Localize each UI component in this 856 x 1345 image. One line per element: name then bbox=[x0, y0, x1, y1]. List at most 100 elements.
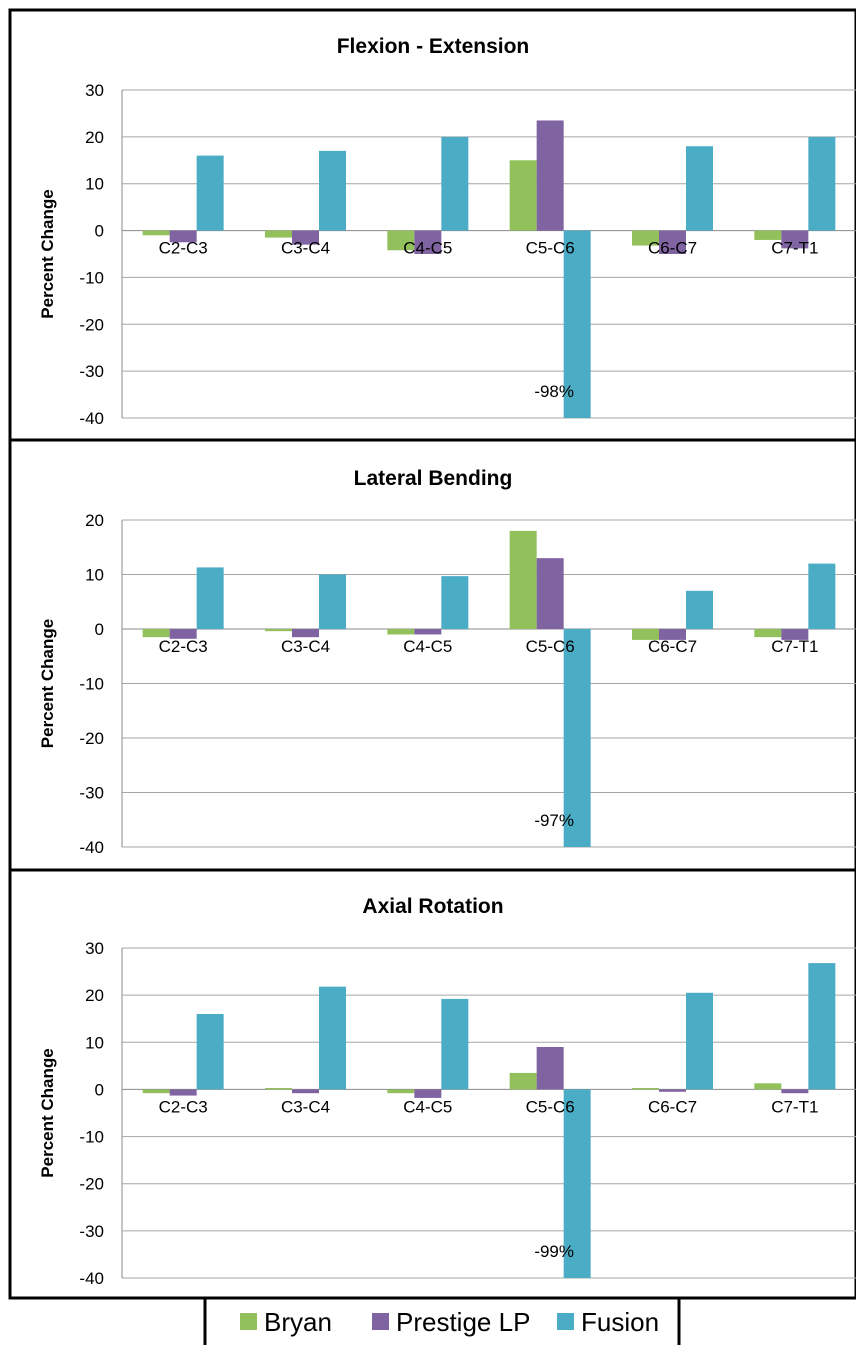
category-label: C3-C4 bbox=[281, 1097, 330, 1116]
category-label: C4-C5 bbox=[403, 239, 452, 258]
bar-prestige-lp-c7-t1 bbox=[781, 629, 809, 640]
bar-bryan-c6-c7 bbox=[632, 1088, 659, 1090]
category-label: C5-C6 bbox=[526, 239, 575, 258]
bar-bryan-c5-c6 bbox=[509, 160, 537, 231]
y-tick-label: -20 bbox=[79, 1175, 104, 1194]
legend-swatch-fusion bbox=[557, 1313, 574, 1330]
bar-prestige-lp-c7-t1 bbox=[781, 230, 809, 249]
y-tick-label: 10 bbox=[85, 1033, 104, 1052]
legend-swatch-prestige-lp bbox=[372, 1313, 389, 1330]
bar-prestige-lp-c6-c7 bbox=[659, 230, 686, 254]
bar-bryan-c7-t1 bbox=[754, 230, 782, 240]
data-annotation: -99% bbox=[534, 1242, 574, 1261]
bar-prestige-lp-c5-c6 bbox=[536, 120, 564, 231]
bar-fusion-c6-c7 bbox=[686, 590, 713, 629]
y-tick-label: 10 bbox=[85, 566, 104, 585]
bar-fusion-c5-c6 bbox=[563, 230, 591, 418]
y-tick-label: 0 bbox=[95, 222, 104, 241]
y-tick-label: 30 bbox=[85, 81, 104, 100]
bar-prestige-lp-c3-c4 bbox=[292, 1089, 319, 1094]
bar-prestige-lp-c2-c3 bbox=[169, 629, 197, 639]
bar-fusion-c4-c5 bbox=[441, 998, 469, 1090]
category-label: C6-C7 bbox=[648, 239, 697, 258]
legend-label: Bryan bbox=[264, 1307, 332, 1337]
bar-fusion-c6-c7 bbox=[686, 146, 713, 231]
bar-bryan-c7-t1 bbox=[754, 629, 782, 638]
category-label: C3-C4 bbox=[281, 239, 330, 258]
bar-bryan-c5-c6 bbox=[509, 1072, 537, 1090]
bar-bryan-c2-c3 bbox=[142, 230, 170, 236]
chart-title: Flexion - Extension bbox=[337, 35, 530, 58]
category-label: C2-C3 bbox=[159, 637, 208, 656]
bar-bryan-c4-c5 bbox=[387, 230, 415, 251]
y-tick-label: -40 bbox=[79, 838, 104, 857]
bar-fusion-c5-c6 bbox=[563, 629, 591, 847]
category-label: C5-C6 bbox=[526, 1097, 575, 1116]
bar-bryan-c5-c6 bbox=[509, 530, 537, 629]
y-axis-label: Percent Change bbox=[38, 619, 57, 748]
bar-bryan-c6-c7 bbox=[632, 629, 659, 640]
bar-bryan-c3-c4 bbox=[265, 1088, 292, 1090]
y-tick-label: -30 bbox=[79, 784, 104, 803]
data-annotation: -97% bbox=[534, 811, 574, 830]
bar-fusion-c7-t1 bbox=[808, 963, 836, 1090]
category-label: C2-C3 bbox=[159, 239, 208, 258]
y-tick-label: 0 bbox=[95, 620, 104, 639]
y-tick-label: 20 bbox=[85, 511, 104, 530]
bar-prestige-lp-c6-c7 bbox=[659, 1089, 686, 1092]
y-tick-label: 20 bbox=[85, 128, 104, 147]
bar-fusion-c4-c5 bbox=[441, 136, 469, 231]
category-label: C5-C6 bbox=[526, 637, 575, 656]
y-tick-label: -40 bbox=[79, 409, 104, 428]
bar-prestige-lp-c5-c6 bbox=[536, 1047, 564, 1090]
bar-prestige-lp-c4-c5 bbox=[414, 1089, 442, 1098]
bar-prestige-lp-c3-c4 bbox=[292, 230, 319, 245]
bar-bryan-c3-c4 bbox=[265, 230, 292, 238]
category-label: C7-T1 bbox=[771, 637, 818, 656]
bar-prestige-lp-c6-c7 bbox=[659, 629, 686, 640]
y-axis-label: Percent Change bbox=[38, 1048, 57, 1177]
category-label: C2-C3 bbox=[159, 1097, 208, 1116]
legend-swatch-bryan bbox=[240, 1313, 257, 1330]
legend-label: Prestige LP bbox=[396, 1307, 530, 1337]
bar-fusion-c7-t1 bbox=[808, 136, 836, 231]
chart-title: Axial Rotation bbox=[362, 895, 503, 918]
bar-fusion-c2-c3 bbox=[196, 1014, 224, 1090]
bar-bryan-c2-c3 bbox=[142, 629, 170, 638]
category-label: C6-C7 bbox=[648, 637, 697, 656]
y-tick-label: -10 bbox=[79, 675, 104, 694]
category-label: C4-C5 bbox=[403, 637, 452, 656]
bar-fusion-c4-c5 bbox=[441, 576, 469, 629]
bar-fusion-c7-t1 bbox=[808, 563, 836, 629]
y-tick-label: -10 bbox=[79, 1128, 104, 1147]
category-label: C4-C5 bbox=[403, 1097, 452, 1116]
bar-prestige-lp-c4-c5 bbox=[414, 629, 442, 635]
bar-prestige-lp-c3-c4 bbox=[292, 629, 319, 638]
bar-fusion-c5-c6 bbox=[563, 1089, 591, 1278]
legend-label: Fusion bbox=[581, 1307, 659, 1337]
bar-fusion-c6-c7 bbox=[686, 992, 713, 1090]
category-label: C7-T1 bbox=[771, 239, 818, 258]
bar-bryan-c2-c3 bbox=[142, 1089, 170, 1094]
chart-title: Lateral Bending bbox=[354, 467, 513, 490]
y-tick-label: 20 bbox=[85, 986, 104, 1005]
y-tick-label: 0 bbox=[95, 1080, 104, 1099]
bar-fusion-c3-c4 bbox=[319, 986, 346, 1090]
chart-frame-2 bbox=[8, 438, 856, 872]
y-tick-label: -30 bbox=[79, 1222, 104, 1241]
bar-fusion-c3-c4 bbox=[319, 574, 346, 629]
y-tick-label: -40 bbox=[79, 1269, 104, 1288]
bar-bryan-c6-c7 bbox=[632, 230, 659, 246]
category-label: C7-T1 bbox=[771, 1097, 818, 1116]
y-axis-label: Percent Change bbox=[38, 189, 57, 318]
bar-bryan-c3-c4 bbox=[265, 629, 292, 632]
bar-bryan-c7-t1 bbox=[754, 1083, 782, 1090]
y-tick-label: -20 bbox=[79, 315, 104, 334]
bar-fusion-c2-c3 bbox=[196, 155, 224, 231]
data-annotation: -98% bbox=[534, 382, 574, 401]
bar-fusion-c3-c4 bbox=[319, 150, 346, 231]
bar-prestige-lp-c2-c3 bbox=[169, 230, 197, 243]
bar-prestige-lp-c7-t1 bbox=[781, 1089, 809, 1094]
bar-fusion-c2-c3 bbox=[196, 567, 224, 629]
